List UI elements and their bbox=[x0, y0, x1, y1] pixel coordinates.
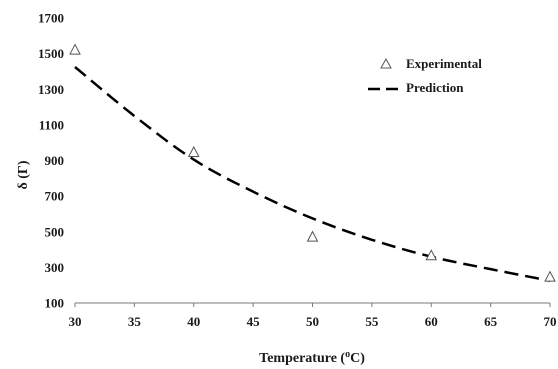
x-tick-label: 45 bbox=[247, 314, 261, 329]
experimental-point bbox=[69, 43, 81, 55]
x-axis-title-unit: C) bbox=[350, 351, 365, 366]
experimental-point bbox=[187, 145, 200, 157]
x-tick-labels: 30 35 40 45 50 55 60 65 70 bbox=[69, 314, 557, 329]
experimental-point bbox=[425, 249, 438, 261]
prediction-series-line bbox=[74, 66, 551, 282]
x-tick-label: 55 bbox=[365, 314, 379, 329]
legend: Experimental Prediction bbox=[368, 56, 482, 95]
experimental-point bbox=[544, 270, 556, 282]
experimental-point bbox=[306, 230, 319, 242]
legend-experimental-label: Experimental bbox=[406, 56, 482, 71]
experimental-series-markers bbox=[69, 43, 556, 282]
x-tick-label: 30 bbox=[69, 314, 82, 329]
x-tick-label: 70 bbox=[544, 314, 557, 329]
x-axis-title-main: Temperature ( bbox=[259, 351, 345, 366]
x-axis-title: Temperature (oC) bbox=[259, 349, 365, 366]
y-tick-label: 300 bbox=[45, 260, 65, 275]
legend-experimental-marker bbox=[380, 57, 392, 69]
x-tick-label: 40 bbox=[187, 314, 200, 329]
x-tick-label: 60 bbox=[425, 314, 438, 329]
x-tick-label: 50 bbox=[306, 314, 319, 329]
y-tick-labels: 100 300 500 700 900 1100 1300 1500 1700 bbox=[38, 11, 64, 311]
y-tick-label: 1100 bbox=[39, 117, 64, 132]
y-tick-label: 1700 bbox=[38, 11, 64, 26]
y-tick-label: 900 bbox=[45, 153, 65, 168]
x-tick-label: 35 bbox=[128, 314, 142, 329]
x-axis-title-superscript: o bbox=[345, 349, 350, 360]
y-tick-label: 100 bbox=[45, 296, 65, 311]
y-tick-label: 1300 bbox=[38, 82, 64, 97]
y-axis-title: δ (Γ) bbox=[16, 160, 31, 189]
y-tick-label: 1500 bbox=[38, 46, 64, 61]
y-tick-label: 500 bbox=[45, 224, 65, 239]
x-tick-label: 65 bbox=[484, 314, 498, 329]
x-axis-ticks bbox=[74, 303, 551, 307]
y-tick-label: 700 bbox=[45, 189, 65, 204]
legend-prediction-label: Prediction bbox=[406, 80, 464, 95]
